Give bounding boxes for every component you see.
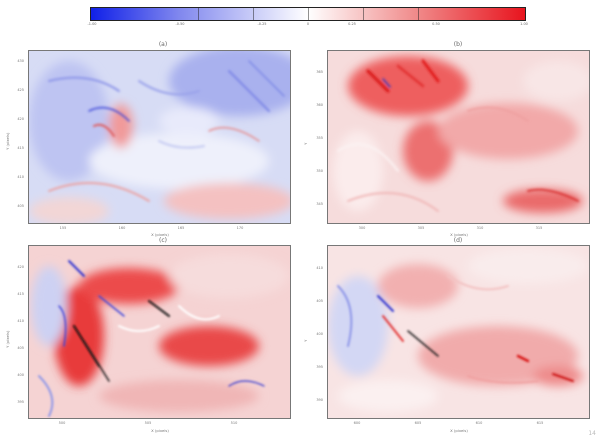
panel-a-ytick: 410 (17, 175, 24, 179)
colorbar-tick-label: 0.25 (348, 22, 356, 26)
panel-c-ytick: 410 (17, 319, 24, 323)
panel-d-ylabel: Y (303, 339, 308, 342)
colorbar-tick-label: -1.00 (87, 22, 97, 26)
panel-label-b: (b) (453, 41, 463, 48)
panel-c-ytick: 405 (17, 346, 24, 350)
panel-a-xlabel: X (pixels) (151, 232, 169, 237)
panel-d-ytick: 395 (316, 365, 323, 369)
panel-a-ytick: 405 (17, 204, 24, 208)
panel-a-xtick: 155 (59, 226, 67, 230)
panel-c-ytick: 415 (17, 292, 24, 296)
colorbar-tick-mark (308, 7, 309, 21)
panel-d-ytick: 400 (316, 332, 323, 336)
colorbar-tick-label: 0 (306, 22, 310, 26)
panel-d-xtick: 600 (353, 421, 361, 425)
panel-d-xlabel: X (pixels) (450, 428, 468, 433)
panel-a (28, 50, 291, 224)
panel-b-xtick: 305 (417, 226, 425, 230)
panel-c-xlabel: X (pixels) (151, 428, 169, 433)
panel-d-ytick: 390 (316, 398, 323, 402)
panel-b-xtick: 315 (535, 226, 543, 230)
panel-b-ytick: 360 (316, 103, 323, 107)
panel-d (327, 245, 590, 419)
panel-b-ytick: 365 (316, 70, 323, 74)
panel-b-xlabel: X (pixels) (450, 232, 468, 237)
panel-d-xtick: 610 (475, 421, 483, 425)
panel-c-ytick: 395 (17, 400, 24, 404)
panel-a-ytick: 420 (17, 117, 24, 121)
panel-a-ytick: 430 (17, 59, 24, 63)
colorbar-tick-mark (198, 7, 199, 21)
panel-c-xtick: 510 (230, 421, 238, 425)
colorbar-tick-label: -0.25 (257, 22, 267, 26)
panel-b-ytick: 345 (316, 202, 323, 206)
panel-b-ylabel: Y (303, 142, 308, 145)
panel-d-xtick: 605 (414, 421, 422, 425)
panel-b (327, 50, 590, 224)
panel-d-ytick: 410 (316, 266, 323, 270)
panel-a-ytick: 425 (17, 88, 24, 92)
colorbar-tick-mark (253, 7, 254, 21)
panel-c-ytick: 400 (17, 373, 24, 377)
page-number: 14 (588, 430, 596, 437)
panel-a-ytick: 415 (17, 146, 24, 150)
panel-c-ylabel: Y (pixels) (5, 330, 10, 348)
panel-a-ylabel: Y (pixels) (5, 132, 10, 150)
panel-label-a: (a) (158, 41, 168, 48)
panel-b-ytick: 355 (316, 136, 323, 140)
colorbar-tick-label: -0.50 (175, 22, 185, 26)
panel-d-ytick: 405 (316, 299, 323, 303)
panel-label-c: (c) (159, 237, 167, 244)
panel-a-xtick: 170 (236, 226, 244, 230)
panel-c-xtick: 505 (144, 421, 152, 425)
panel-c-ytick: 420 (17, 265, 24, 269)
panel-b-ytick: 350 (316, 169, 323, 173)
colorbar-tick-label: 1.00 (520, 22, 528, 26)
colorbar-tick-mark (363, 7, 364, 21)
colorbar-tick-label: 0.50 (432, 22, 440, 26)
panel-d-xtick: 615 (536, 421, 544, 425)
panel-c-xtick: 500 (58, 421, 66, 425)
panel-label-d: (d) (453, 237, 463, 244)
panel-b-xtick: 300 (358, 226, 366, 230)
panel-c (28, 245, 291, 419)
panel-a-xtick: 165 (177, 226, 185, 230)
colorbar-tick-mark (418, 7, 419, 21)
panel-a-xtick: 160 (118, 226, 126, 230)
panel-b-xtick: 310 (476, 226, 484, 230)
